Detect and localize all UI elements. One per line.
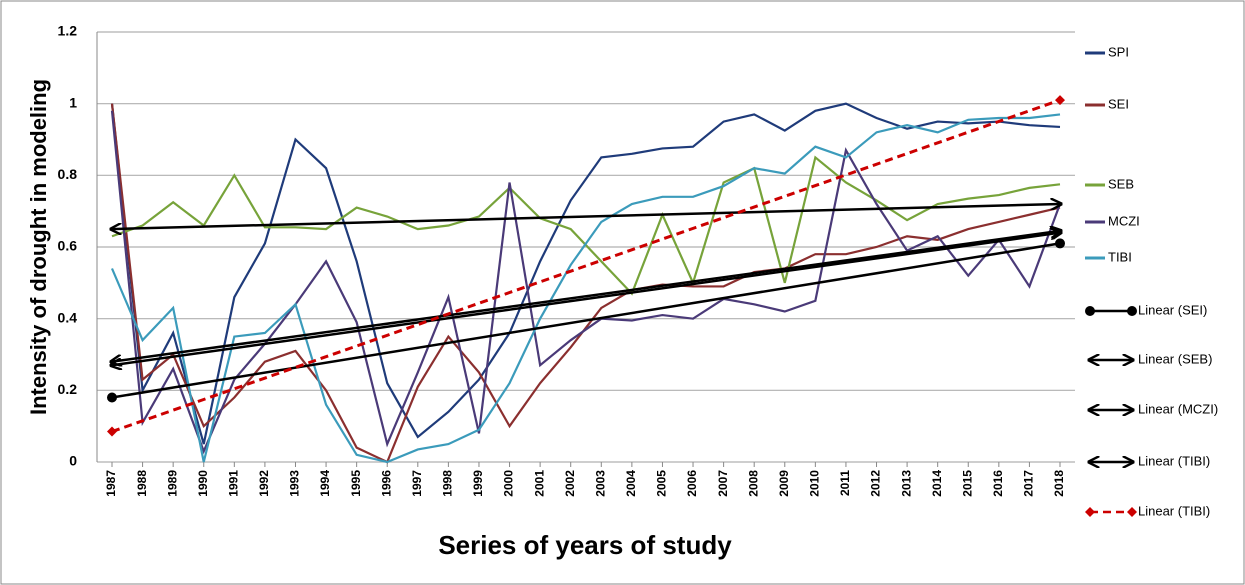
legend-label: Linear (SEB) [1138,351,1212,366]
x-tick-label: 2011 [838,470,852,496]
x-tick-label: 1988 [135,470,149,497]
x-tick-label: 2000 [502,470,516,497]
legend-label: Linear (MCZI) [1138,401,1218,416]
x-tick-label: 2003 [593,470,607,497]
x-tick-label: 2006 [685,470,699,497]
y-tick-label: 0.4 [58,309,78,325]
legend-label: SEI [1108,96,1129,111]
legend-label: TIBI [1108,249,1132,264]
x-tick-label: 1993 [288,470,302,497]
legend-label: MCZI [1108,213,1140,228]
x-tick-label: 1998 [441,470,455,497]
x-tick-label: 2002 [563,470,577,497]
legend-label: SPI [1108,44,1129,59]
x-tick-label: 2004 [624,470,638,497]
y-tick-label: 0.2 [58,381,78,397]
y-tick-label: 1.2 [58,23,78,39]
legend-label: Linear (TIBI) [1138,503,1210,518]
x-tick-label: 2015 [960,470,974,497]
x-tick-label: 1999 [471,470,485,497]
x-tick-label: 1992 [257,470,271,497]
x-tick-label: 2008 [746,470,760,497]
x-tick-label: 2017 [1022,470,1036,497]
x-tick-label: 2001 [532,470,546,497]
x-tick-label: 1990 [196,470,210,497]
x-tick-label: 2014 [930,470,944,497]
trend-line [107,95,1065,437]
y-tick-label: 0.8 [58,166,78,182]
y-tick-label: 0 [69,453,77,469]
x-tick-label: 1991 [226,470,240,497]
x-tick-label: 2018 [1052,470,1066,497]
x-tick-label: 1995 [349,470,363,497]
legend-label: Linear (SEI) [1138,302,1207,317]
x-tick-label: 2005 [655,470,669,497]
x-tick-label: 2013 [899,470,913,497]
x-tick-label: 1996 [379,470,393,497]
x-tick-label: 1994 [318,470,332,497]
legend-label: SEB [1108,176,1134,191]
y-tick-label: 1 [69,94,77,110]
x-tick-label: 2016 [991,470,1005,497]
x-tick-label: 2007 [716,470,730,497]
x-tick-label: 1987 [104,470,118,497]
y-tick-label: 0.6 [58,238,78,254]
x-tick-label: 2009 [777,470,791,497]
x-tick-label: 1997 [410,470,424,497]
x-tick-label: 2010 [808,470,822,497]
x-tick-label: 1989 [165,470,179,497]
x-axis-title: Series of years of study [438,530,732,560]
y-axis-title: Intensity of drought in modeling [26,79,51,415]
legend-label: Linear (TIBI) [1138,453,1210,468]
x-tick-label: 2012 [869,470,883,497]
